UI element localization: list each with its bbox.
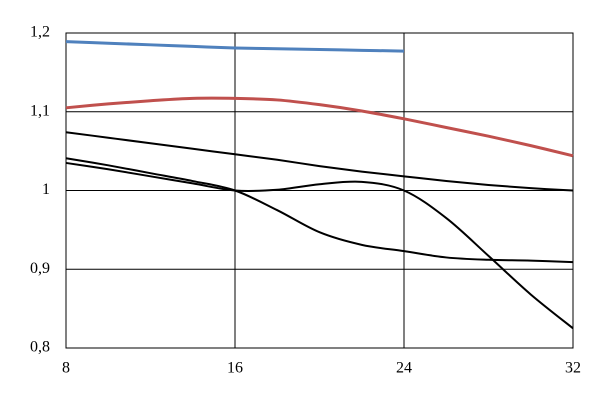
- y-tick-label: 0,9: [30, 260, 50, 277]
- x-tick-label: 24: [396, 360, 412, 377]
- y-tick-label: 0,8: [30, 339, 50, 356]
- series-line: [65, 157, 574, 264]
- y-tick-label: 1,1: [30, 102, 50, 119]
- x-tick-label: 32: [565, 360, 581, 377]
- y-tick-label: 1,2: [30, 24, 50, 41]
- y-tick-label: 1: [42, 181, 50, 198]
- x-tick-label: 16: [227, 360, 243, 377]
- x-tick-label: 8: [62, 360, 70, 377]
- series-line: [65, 40, 405, 53]
- series-line: [65, 96, 574, 158]
- series-line: [65, 161, 574, 330]
- series-line: [65, 131, 574, 192]
